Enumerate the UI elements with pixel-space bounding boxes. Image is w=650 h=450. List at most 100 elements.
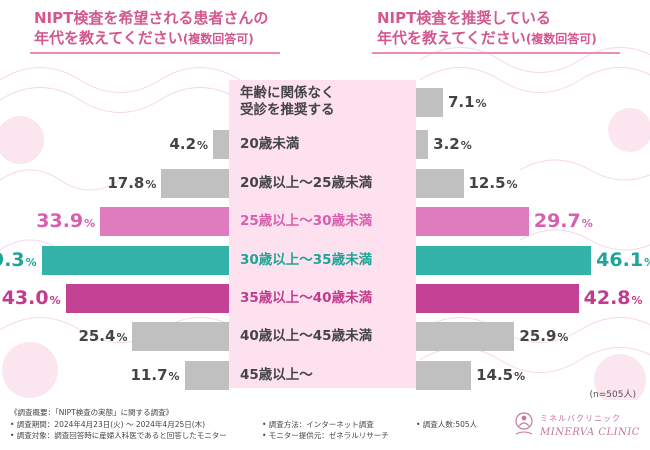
right-title-underline [372, 52, 620, 54]
brand-name-en: MINERVA CLINIC [540, 427, 640, 438]
left-value-label-row-8-number: 11.7 [130, 366, 168, 384]
category-label-row-4: 25歳以上〜30歳未満 [240, 211, 410, 231]
right-value-label-row-7: 25.9% [519, 324, 568, 350]
left-value-label-row-7: 25.4% [78, 324, 127, 350]
right-bar-row-2 [416, 129, 429, 159]
survey-target: • 調査対象：調査回答時に産婦人科医であると回答したモニター [10, 431, 227, 440]
right-value-label-row-3-percent-sign: % [506, 178, 518, 191]
right-value-label-row-8-percent-sign: % [514, 370, 526, 383]
left-value-label-row-8-percent-sign: % [168, 370, 180, 383]
category-label-row-3: 20歳以上〜25歳未満 [240, 173, 410, 193]
left-value-label-row-3-percent-sign: % [145, 178, 157, 191]
right-value-label-row-5-number: 46.1 [596, 249, 644, 271]
left-title-line1: NIPT検査を希望される患者さんの [34, 9, 269, 27]
wave-pattern-background [0, 47, 650, 400]
right-value-label-row-7-percent-sign: % [557, 331, 569, 344]
category-label-line: 20歳未満 [240, 136, 300, 152]
right-value-label-row-4-number: 29.7 [533, 210, 581, 232]
right-bar-row-4 [416, 206, 529, 236]
right-bar-row-3 [416, 168, 464, 198]
sample-size-note: (n=505人) [589, 390, 636, 400]
category-label-row-7: 40歳以上〜45歳未満 [240, 326, 410, 346]
right-title-note: (複数回答可) [525, 32, 597, 46]
right-value-label-row-2-number: 3.2 [433, 135, 460, 153]
category-label-line: 40歳以上〜45歳未満 [240, 328, 373, 344]
left-value-label-row-5-number: 49.3 [0, 249, 25, 271]
brand-name-jp: ミネルバクリニック [540, 414, 621, 423]
right-value-label-row-6-number: 42.8 [583, 287, 631, 309]
left-value-label-row-5-percent-sign: % [25, 256, 37, 269]
left-value-label-row-7-percent-sign: % [116, 331, 128, 344]
right-value-label-row-1: 7.1% [448, 90, 487, 116]
right-bar-row-1 [416, 87, 443, 117]
right-value-label-row-4: 29.7% [534, 209, 593, 236]
category-label-line: 35歳以上〜40歳未満 [240, 290, 373, 306]
category-label-line: 年齢に関係なく [240, 85, 335, 101]
right-bar-row-6 [416, 283, 579, 313]
right-value-label-row-5-percent-sign: % [644, 256, 650, 269]
category-label-line: 20歳以上〜25歳未満 [240, 175, 373, 191]
right-bar-row-5 [416, 245, 592, 275]
right-value-label-row-1-number: 7.1 [447, 93, 475, 111]
left-title-underline [30, 52, 280, 54]
right-value-label-row-7-number: 25.9 [519, 327, 557, 345]
left-value-label-row-2: 4.2% [169, 132, 208, 158]
category-label-line: 30歳以上〜35歳未満 [240, 252, 373, 268]
right-title: NIPT検査を推奨している 年代を教えてください(複数回答可) [377, 8, 597, 49]
left-value-label-row-4: 33.9% [36, 209, 95, 236]
right-value-label-row-2-percent-sign: % [460, 139, 472, 152]
left-value-label-row-2-number: 4.2 [169, 135, 197, 153]
right-value-label-row-6: 42.8% [584, 286, 643, 313]
left-bar-row-5 [41, 245, 229, 275]
left-bar-row-8 [184, 360, 229, 390]
category-panel [229, 80, 416, 388]
survey-provider: • モニター提供元：ゼネラルリサーチ [262, 431, 389, 440]
right-title-line1: NIPT検査を推奨している [377, 9, 551, 27]
right-value-label-row-3: 12.5% [469, 171, 518, 197]
right-value-label-row-2: 3.2% [433, 132, 472, 158]
survey-count: • 調査人数:505人 [416, 420, 478, 429]
left-value-label-row-5: 49.3% [0, 248, 37, 275]
left-value-label-row-3: 17.8% [107, 171, 156, 197]
category-label-row-1: 年齢に関係なく 受診を推奨する [240, 85, 410, 119]
right-value-label-row-8: 14.5% [476, 363, 525, 389]
category-label-row-6: 35歳以上〜40歳未満 [240, 288, 410, 308]
right-bar-row-8 [416, 360, 472, 390]
minerva-logo-icon [515, 412, 533, 435]
category-label-line: 受診を推奨する [240, 102, 335, 118]
category-label-row-5: 30歳以上〜35歳未満 [240, 250, 410, 270]
footer: 《調査概要：「NIPT検査の実態」に関する調査》 • 調査期間：2024年4月2… [0, 402, 650, 450]
category-label-line: 45歳以上〜 [240, 367, 313, 383]
left-value-label-row-4-percent-sign: % [84, 217, 96, 230]
category-label-row-2: 20歳未満 [240, 134, 410, 154]
right-value-label-row-6-percent-sign: % [631, 294, 643, 307]
right-bar-row-7 [416, 321, 515, 351]
left-bar-row-4 [100, 206, 229, 236]
survey-method: • 調査方法：インターネット調査 [262, 420, 374, 429]
left-title: NIPT検査を希望される患者さんの 年代を教えてください(複数回答可) [34, 8, 268, 49]
category-label-line: 25歳以上〜30歳未満 [240, 213, 373, 229]
left-value-label-row-6: 43.0% [2, 286, 61, 313]
survey-title: 《調査概要：「NIPT検査の実態」に関する調査》 [10, 408, 174, 417]
right-value-label-row-8-number: 14.5 [476, 366, 514, 384]
right-title-line2: 年代を教えてください [377, 29, 526, 47]
left-value-label-row-6-number: 43.0 [1, 287, 49, 309]
category-label-row-8: 45歳以上〜 [240, 365, 410, 385]
left-bar-row-2 [213, 129, 229, 159]
left-value-label-row-3-number: 17.8 [107, 174, 145, 192]
left-value-label-row-8: 11.7% [131, 363, 180, 389]
left-bar-row-6 [65, 283, 229, 313]
left-value-label-row-2-percent-sign: % [197, 139, 209, 152]
left-value-label-row-4-number: 33.9 [36, 210, 84, 232]
left-value-label-row-7-number: 25.4 [78, 327, 116, 345]
right-value-label-row-4-percent-sign: % [581, 217, 593, 230]
survey-period: • 調査期間：2024年4月23日(火) 〜 2024年4月25日(木) [10, 420, 206, 429]
right-value-label-row-5: 46.1% [596, 248, 650, 275]
right-value-label-row-3-number: 12.5 [468, 174, 506, 192]
left-title-line2: 年代を教えてください [34, 29, 183, 47]
left-title-note: (複数回答可) [182, 32, 254, 46]
right-value-label-row-1-percent-sign: % [475, 97, 487, 110]
left-bar-row-7 [132, 321, 229, 351]
left-value-label-row-6-percent-sign: % [49, 294, 61, 307]
